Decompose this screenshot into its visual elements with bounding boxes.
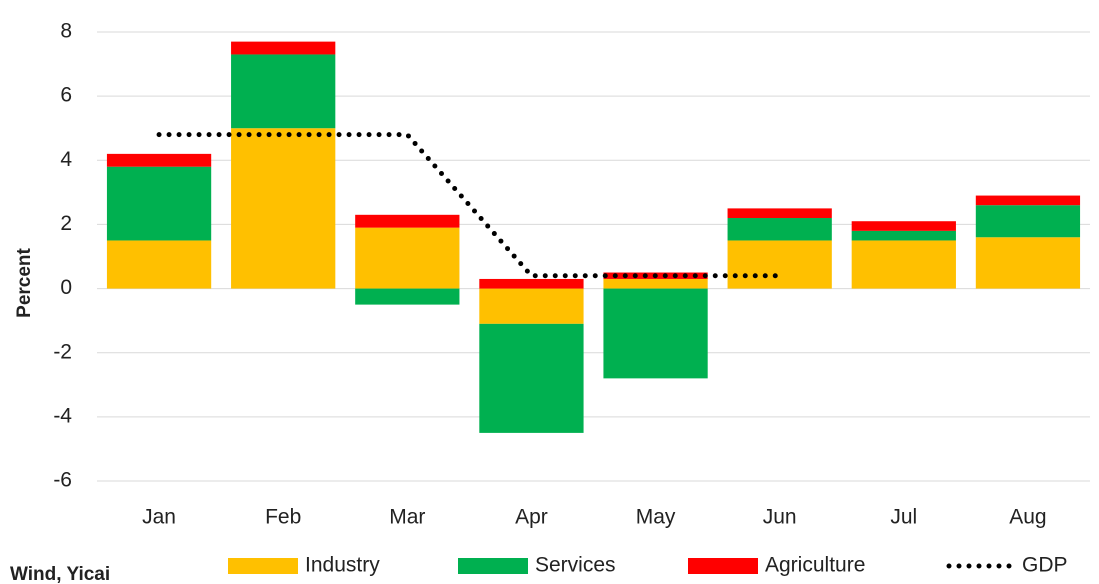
- legend-swatch: [458, 558, 528, 574]
- legend-swatch: [228, 558, 298, 574]
- y-tick-label: -6: [53, 469, 72, 492]
- y-tick-label: 2: [60, 212, 72, 235]
- legend-label: Agriculture: [765, 554, 865, 577]
- bar-segment: [355, 288, 460, 305]
- bar-segment: [479, 288, 584, 324]
- y-tick-label: -2: [53, 340, 72, 363]
- x-tick-label: Mar: [389, 506, 425, 529]
- x-tick-label: Jun: [763, 506, 797, 529]
- bar-segment: [851, 240, 956, 289]
- bar-segment: [106, 240, 212, 289]
- bar-segment: [727, 240, 832, 289]
- x-tick-label: Feb: [265, 506, 301, 529]
- y-tick-label: 0: [60, 276, 72, 299]
- x-tick-label: Apr: [515, 506, 548, 529]
- bar-segment: [231, 41, 336, 55]
- y-axis-label: Percent: [14, 247, 35, 317]
- y-tick-label: 4: [60, 148, 72, 171]
- x-tick-label: Jan: [142, 506, 176, 529]
- legend-swatch: [688, 558, 758, 574]
- x-tick-label: Aug: [1009, 506, 1046, 529]
- y-tick-label: 8: [60, 20, 72, 43]
- source-note: Wind, Yicai: [10, 564, 110, 584]
- bar-segment: [479, 278, 584, 289]
- bar-segment: [975, 205, 1081, 238]
- bar-segment: [727, 208, 832, 219]
- bar-segment: [975, 237, 1081, 289]
- x-tick-label: May: [636, 506, 676, 529]
- bar-segment: [106, 166, 212, 241]
- bar-segment: [851, 230, 956, 241]
- bar-segment: [355, 214, 460, 228]
- legend-label: Industry: [305, 554, 380, 577]
- bar-segment: [975, 195, 1081, 206]
- y-tick-label: 6: [60, 84, 72, 107]
- legend-label: GDP: [1022, 554, 1068, 577]
- bar-segment: [231, 128, 336, 289]
- x-tick-label: Jul: [890, 506, 917, 529]
- y-tick-label: -4: [53, 404, 72, 427]
- bar-segment: [603, 278, 708, 289]
- bar-segment: [851, 221, 956, 231]
- bar-segment: [603, 288, 708, 379]
- legend-label: Services: [535, 554, 616, 577]
- bar-segment: [479, 323, 584, 433]
- bar-segment: [231, 54, 336, 129]
- bar-segment: [727, 218, 832, 241]
- bar-segment: [106, 153, 212, 167]
- bar-segment: [355, 227, 460, 289]
- gdp-line: [156, 132, 783, 279]
